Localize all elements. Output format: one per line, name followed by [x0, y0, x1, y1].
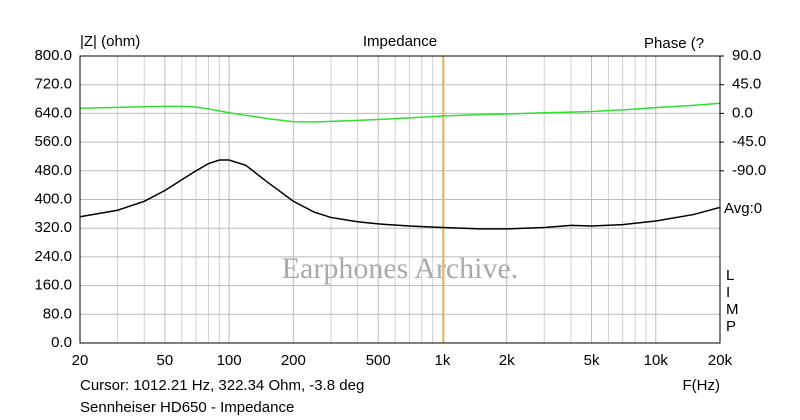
- caption: Sennheiser HD650 - Impedance: [80, 399, 294, 416]
- x-tick-label: 1k: [435, 352, 451, 369]
- y-tick-label: 400.0: [34, 190, 72, 207]
- y-tick-label: 320.0: [34, 219, 72, 236]
- x-tick-label: 100: [217, 352, 242, 369]
- y2-tick-label: 0.0: [732, 104, 753, 121]
- series-line: [79, 102, 721, 123]
- x-tick-label: 2k: [499, 352, 515, 369]
- y2-tick-label: -90.0: [732, 162, 766, 179]
- y-tick-label: 80.0: [43, 305, 72, 322]
- x-tick-label: 5k: [584, 352, 600, 369]
- cursor-readout: Cursor: 1012.21 Hz, 322.34 Ohm, -3.8 deg: [80, 377, 364, 394]
- avg-label: Avg:0: [724, 200, 762, 217]
- y-tick-label: 560.0: [34, 133, 72, 150]
- x-tick-label: 10k: [644, 352, 669, 369]
- x-axis-label: F(Hz): [683, 377, 721, 394]
- y-tick-label: 240.0: [34, 248, 72, 265]
- x-tick-label: 20: [72, 352, 89, 369]
- side-letter: P: [726, 318, 736, 335]
- y2-tick-label: 90.0: [732, 47, 761, 64]
- side-letter: I: [726, 284, 730, 301]
- y-tick-label: 640.0: [34, 104, 72, 121]
- y-tick-label: 160.0: [34, 277, 72, 294]
- x-tick-label: 50: [157, 352, 174, 369]
- y-tick-label: 480.0: [34, 162, 72, 179]
- chart-title: Impedance: [363, 33, 437, 50]
- series-line: [79, 159, 721, 230]
- y-tick-label: 720.0: [34, 76, 72, 93]
- y2-axis-label: Phase (?: [644, 35, 704, 52]
- y-axis-label: |Z| (ohm): [80, 33, 140, 50]
- x-tick-label: 200: [281, 352, 306, 369]
- side-letter: M: [726, 301, 739, 318]
- y-tick-label: 0.0: [51, 334, 72, 351]
- x-tick-label: 20k: [708, 352, 733, 369]
- y2-tick-label: 45.0: [732, 76, 761, 93]
- y2-tick-label: -45.0: [732, 133, 766, 150]
- y-tick-label: 800.0: [34, 47, 72, 64]
- x-tick-label: 500: [366, 352, 391, 369]
- side-letter: L: [726, 267, 734, 284]
- plot-frame: [79, 55, 721, 344]
